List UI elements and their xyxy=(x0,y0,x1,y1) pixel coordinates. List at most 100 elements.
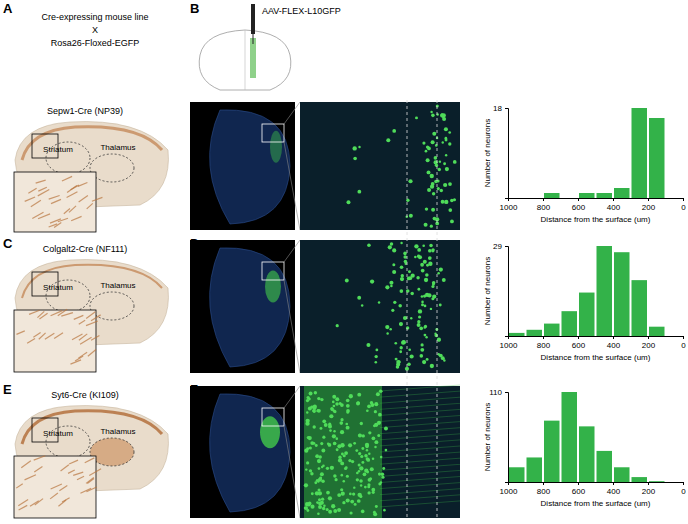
axis-title: Number of neurons xyxy=(483,119,492,187)
cell xyxy=(309,446,312,449)
needle xyxy=(253,34,254,44)
cell xyxy=(317,409,320,412)
cell xyxy=(321,466,323,468)
stain xyxy=(58,218,68,221)
labelled-layer xyxy=(304,386,382,518)
tick: 400 xyxy=(607,482,621,496)
stain xyxy=(88,349,96,356)
cell xyxy=(417,255,420,258)
cell xyxy=(450,220,454,224)
cell xyxy=(414,256,416,258)
cell xyxy=(401,274,404,277)
cell xyxy=(432,283,435,286)
cell xyxy=(333,474,336,477)
cell xyxy=(428,249,432,253)
axis-title: Distance from the surface (um) xyxy=(541,215,651,224)
cell xyxy=(383,509,386,512)
cell xyxy=(453,198,456,201)
cell xyxy=(417,323,421,327)
cell xyxy=(346,475,349,478)
bars xyxy=(509,246,665,336)
cell xyxy=(346,411,349,414)
cell xyxy=(304,506,308,510)
cell xyxy=(361,461,364,464)
cortex-stain xyxy=(22,411,162,444)
cell xyxy=(370,403,374,407)
tick: 800 xyxy=(537,336,551,350)
cell xyxy=(445,139,448,142)
cell xyxy=(431,140,435,144)
cell xyxy=(340,443,344,447)
cell xyxy=(400,265,404,269)
cell xyxy=(318,467,321,470)
cell xyxy=(425,150,428,153)
cell xyxy=(340,418,343,421)
cell xyxy=(333,442,336,445)
cell xyxy=(421,269,425,273)
cell xyxy=(417,320,420,323)
cell xyxy=(382,467,385,470)
cell xyxy=(353,442,356,445)
bar xyxy=(527,330,543,336)
cell xyxy=(390,285,393,288)
cell xyxy=(363,472,367,476)
cell xyxy=(328,510,332,514)
tick-mark xyxy=(543,336,544,339)
image-background xyxy=(190,102,295,230)
cell xyxy=(408,348,411,351)
zoom-box xyxy=(32,134,58,158)
cell xyxy=(314,481,317,484)
zoom-box xyxy=(32,272,58,296)
tick-mark xyxy=(683,198,684,201)
tick-label: 110 xyxy=(489,388,502,397)
cell xyxy=(359,466,363,470)
cell xyxy=(439,160,441,162)
fiber xyxy=(380,470,460,476)
region-label: Thalamus xyxy=(100,143,135,152)
bar xyxy=(544,193,560,198)
cell xyxy=(393,301,396,304)
bar xyxy=(614,188,630,198)
cell xyxy=(355,449,358,452)
stain xyxy=(27,338,35,343)
cell xyxy=(424,326,427,329)
cell xyxy=(399,323,401,325)
cell xyxy=(424,278,428,282)
cell xyxy=(400,346,403,349)
cell xyxy=(420,348,424,352)
cell xyxy=(375,349,378,352)
x-axis: 10008006004002000 xyxy=(500,336,687,350)
stain xyxy=(70,360,81,364)
stain xyxy=(71,216,81,220)
panel-label: C xyxy=(3,236,13,251)
tick: 29 xyxy=(493,242,508,251)
cell xyxy=(441,200,445,204)
cell xyxy=(407,362,411,366)
cell xyxy=(306,396,309,399)
tick-mark xyxy=(578,336,579,339)
cell xyxy=(333,405,336,408)
tick-mark xyxy=(543,198,544,201)
brain-outline xyxy=(199,30,291,90)
cell xyxy=(326,467,329,470)
tick-mark xyxy=(613,482,614,485)
cell xyxy=(425,293,429,297)
cell xyxy=(389,328,392,331)
inset xyxy=(14,172,102,232)
cell xyxy=(351,460,354,463)
cell xyxy=(320,472,324,476)
inset-frame xyxy=(14,172,96,232)
tick-mark xyxy=(648,336,649,339)
tick-label: 400 xyxy=(607,487,621,496)
cell xyxy=(336,324,339,327)
bar xyxy=(614,252,630,336)
cell xyxy=(408,179,412,183)
cell xyxy=(352,146,356,150)
tick-mark xyxy=(648,198,649,201)
stain xyxy=(59,486,67,491)
stain xyxy=(91,315,101,321)
x-axis: 10008006004002000 xyxy=(500,482,687,496)
stain xyxy=(78,182,87,186)
cell xyxy=(430,174,434,178)
mouse-line: Syt6-Cre (KI109) xyxy=(51,390,119,400)
